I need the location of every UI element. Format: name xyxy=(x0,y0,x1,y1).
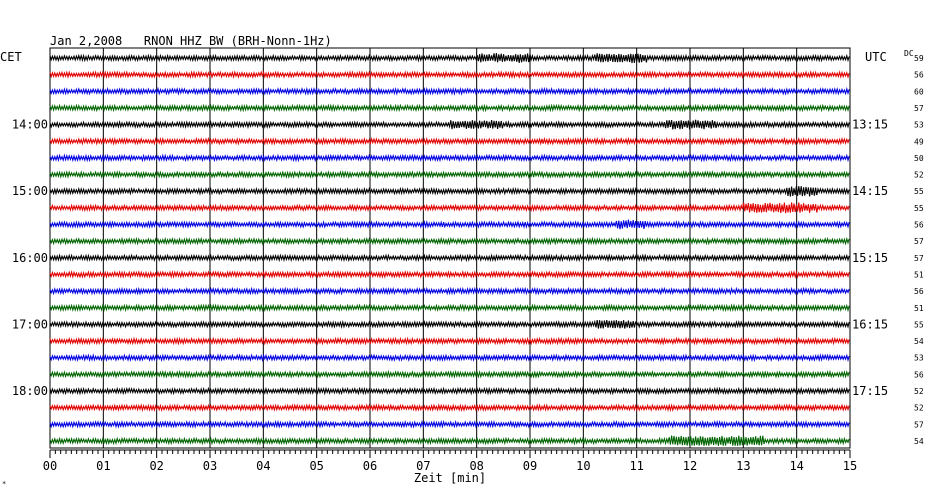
seismic-trace xyxy=(49,170,850,179)
seismic-trace xyxy=(49,286,850,296)
time-axis-tick-label: 13 xyxy=(736,459,750,473)
time-axis-tick-label: 00 xyxy=(43,459,57,473)
time-axis: 00 01 02 03 04 05 06 07 08 09 10 11 12 13 14 15 xyxy=(43,449,857,473)
plot-frame xyxy=(49,47,851,449)
dc-offset-label: 50 xyxy=(914,154,924,163)
dc-offset-label: 57 xyxy=(914,104,924,113)
dc-offset-label: 55 xyxy=(914,204,924,213)
utc-hour-label: 14:15 xyxy=(852,184,888,198)
time-axis-tick-label: 02 xyxy=(149,459,163,473)
seismic-trace xyxy=(49,303,850,313)
seismic-trace xyxy=(49,70,850,80)
dc-offset-label: 52 xyxy=(914,387,924,396)
dc-offset-label: 56 xyxy=(914,287,924,296)
time-axis-tick-label: 07 xyxy=(416,459,430,473)
seismic-trace xyxy=(49,202,850,214)
time-axis-tick-label: 12 xyxy=(683,459,697,473)
seismic-trace xyxy=(49,219,850,230)
dc-label: DC xyxy=(904,49,914,58)
cet-hour-label: 17:00 xyxy=(12,317,48,331)
time-axis-tick-label: 04 xyxy=(256,459,270,473)
time-axis-tick-label: 10 xyxy=(576,459,590,473)
seismic-trace xyxy=(49,136,850,146)
time-axis-tick-label: 08 xyxy=(469,459,483,473)
time-axis-tick-label: 01 xyxy=(96,459,110,473)
dc-offset-label: 51 xyxy=(914,304,924,313)
dc-offset-label: 51 xyxy=(914,270,924,279)
dc-offset-label: 56 xyxy=(914,221,924,230)
seismic-trace xyxy=(49,386,850,396)
dc-offset-label: 60 xyxy=(914,87,924,96)
dc-offset-label: 57 xyxy=(914,237,924,246)
dc-offset-label: 53 xyxy=(914,121,924,130)
dc-offset-label: 59 xyxy=(914,54,924,63)
seismic-trace xyxy=(49,336,850,346)
corner-mark: * xyxy=(2,480,6,488)
seismic-trace xyxy=(49,369,850,379)
seismic-trace xyxy=(49,236,850,246)
seismic-trace xyxy=(49,435,850,446)
seismic-traces xyxy=(49,53,850,446)
dc-offset-label: 52 xyxy=(914,171,924,180)
dc-offset-label: 49 xyxy=(914,137,924,146)
cet-hour-label: 14:00 xyxy=(12,118,48,132)
utc-axis-label: UTC xyxy=(865,50,887,64)
seismic-trace xyxy=(49,153,850,163)
utc-hour-label: 17:15 xyxy=(852,384,888,398)
dc-offset-label: 57 xyxy=(914,254,924,263)
dc-offset-label: 54 xyxy=(914,437,924,446)
utc-hour-label: 13:15 xyxy=(852,118,888,132)
chart-title: Jan 2,2008 RNON HHZ BW (BRH-Nonn-1Hz) xyxy=(50,34,332,48)
seismic-trace xyxy=(49,185,850,197)
seismic-trace xyxy=(49,319,850,329)
cet-hour-label: 15:00 xyxy=(12,184,48,198)
seismic-trace xyxy=(49,403,850,413)
cet-hour-label: 18:00 xyxy=(12,384,48,398)
time-axis-tick-label: 11 xyxy=(629,459,643,473)
dc-offset-label: 56 xyxy=(914,71,924,80)
seismic-trace xyxy=(49,353,850,363)
time-axis-tick-label: 03 xyxy=(203,459,217,473)
dc-offset-label: 52 xyxy=(914,404,924,413)
seismic-trace xyxy=(49,86,850,96)
dc-offset-label: 53 xyxy=(914,354,924,363)
seismic-trace xyxy=(49,269,850,280)
x-axis-label: Zeit [min] xyxy=(414,471,486,485)
cet-hour-label: 16:00 xyxy=(12,251,48,265)
utc-hour-label: 15:15 xyxy=(852,251,888,265)
seismic-trace xyxy=(49,253,850,263)
time-axis-tick-label: 09 xyxy=(523,459,537,473)
seismic-trace xyxy=(49,53,850,64)
cet-axis-label: CET xyxy=(0,50,22,64)
seismic-trace xyxy=(49,419,850,429)
utc-hour-label: 16:15 xyxy=(852,317,888,331)
dc-offset-label: 56 xyxy=(914,370,924,379)
dc-offset-label: 55 xyxy=(914,187,924,196)
seismic-trace xyxy=(49,119,850,130)
time-axis-tick-label: 15 xyxy=(843,459,857,473)
time-axis-tick-label: 14 xyxy=(789,459,803,473)
dc-offset-label: 54 xyxy=(914,337,924,346)
dc-offset-label: 55 xyxy=(914,320,924,329)
seismic-trace xyxy=(49,103,850,113)
time-axis-tick-label: 05 xyxy=(309,459,323,473)
grid-lines xyxy=(102,48,798,448)
time-axis-tick-label: 06 xyxy=(363,459,377,473)
trace-labels: 14:00 13:15 15:00 14:15 16:00 15:15 17:00 16:15… xyxy=(12,54,924,446)
dc-offset-label: 57 xyxy=(914,420,924,429)
